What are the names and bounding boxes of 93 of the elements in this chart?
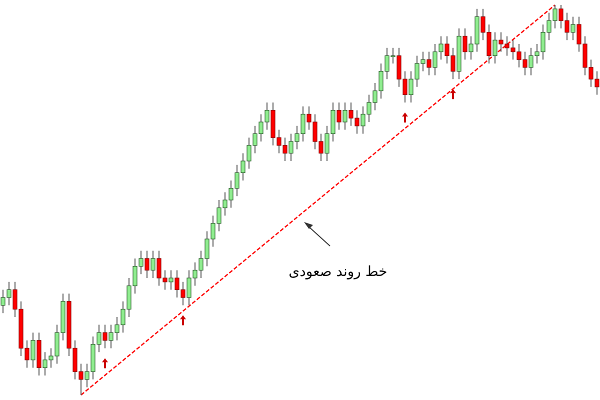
candlestick	[222, 192, 228, 216]
candlestick	[420, 51, 426, 72]
candlestick	[48, 348, 54, 368]
candlestick	[348, 102, 354, 126]
candlestick	[552, 4, 558, 29]
candlestick	[276, 129, 282, 154]
candlestick	[486, 24, 492, 64]
candlestick	[144, 250, 150, 278]
candlestick	[192, 262, 198, 286]
candlestick	[12, 281, 18, 318]
candlestick	[216, 200, 222, 232]
candlestick	[324, 125, 330, 162]
candlestick	[546, 12, 552, 41]
candlestick	[132, 258, 138, 294]
candlestick	[492, 32, 498, 64]
candlestick	[294, 125, 300, 150]
candlestick	[330, 102, 336, 142]
candlestick	[414, 55, 420, 88]
candlestick	[360, 106, 366, 134]
candlestick	[198, 250, 204, 278]
candlestick	[30, 332, 36, 368]
candlestick	[102, 324, 108, 349]
candlestick	[366, 94, 372, 122]
candlestick	[588, 59, 594, 88]
candlestick	[120, 300, 126, 334]
candlestick	[408, 70, 414, 103]
candlestick	[402, 70, 408, 103]
candlestick	[174, 270, 180, 298]
candlestick	[372, 82, 378, 111]
candlestick	[342, 102, 348, 130]
candlestick	[96, 324, 102, 353]
candlestick	[6, 281, 12, 306]
candlestick	[84, 363, 90, 388]
candlestick	[432, 44, 438, 76]
candlestick	[468, 36, 474, 60]
candlestick	[156, 250, 162, 286]
candlestick	[390, 47, 396, 64]
candlestick	[582, 36, 588, 76]
candlestick	[168, 270, 174, 290]
candlestick	[522, 51, 528, 76]
candlestick	[564, 12, 570, 41]
candlestick	[354, 110, 360, 134]
candlestick	[438, 36, 444, 60]
candlestick	[264, 102, 270, 130]
candlestick	[228, 180, 234, 208]
candlestick	[462, 28, 468, 60]
candlestick	[318, 133, 324, 162]
candlestick	[594, 70, 600, 96]
candlestick	[336, 102, 342, 130]
candlestick	[258, 114, 264, 142]
candlestick	[72, 340, 78, 380]
candlestick	[150, 250, 156, 278]
candlestick	[114, 316, 120, 341]
candlestick	[162, 270, 168, 290]
candlestick	[78, 363, 84, 396]
candlestick	[312, 114, 318, 150]
candlestick	[576, 16, 582, 52]
candlestick	[240, 152, 246, 181]
candlestick	[534, 44, 540, 64]
candlestick	[516, 44, 522, 68]
candlestick	[282, 137, 288, 162]
candlestick	[54, 324, 60, 364]
candlestick	[558, 4, 564, 29]
candlestick	[288, 133, 294, 162]
candlestick	[540, 24, 546, 60]
candlestick	[24, 340, 30, 368]
candlestick	[498, 32, 504, 52]
candlestick	[234, 164, 240, 197]
candlestick	[252, 125, 258, 154]
candlestick	[570, 16, 576, 41]
candlestick	[300, 106, 306, 142]
candlestick	[204, 230, 210, 267]
candlestick	[210, 215, 216, 248]
candlestick	[180, 281, 186, 306]
candlestick	[42, 352, 48, 376]
candlestick	[396, 47, 402, 88]
candlestick	[444, 36, 450, 64]
candlestick	[480, 8, 486, 41]
annotation: خط روند صعودی	[288, 264, 388, 280]
candlestick	[510, 40, 516, 60]
candlestick	[450, 47, 456, 80]
candlestick	[504, 36, 510, 56]
candlestick	[126, 278, 132, 318]
candlestick	[378, 63, 384, 100]
candlestick	[138, 250, 144, 275]
candlestick	[0, 289, 6, 314]
candlestick	[186, 270, 192, 306]
candlestick	[108, 324, 114, 349]
candlestick	[384, 47, 390, 80]
candlestick	[306, 106, 312, 130]
candlestick	[528, 47, 534, 76]
candlestick	[246, 137, 252, 170]
candlestick	[426, 51, 432, 76]
